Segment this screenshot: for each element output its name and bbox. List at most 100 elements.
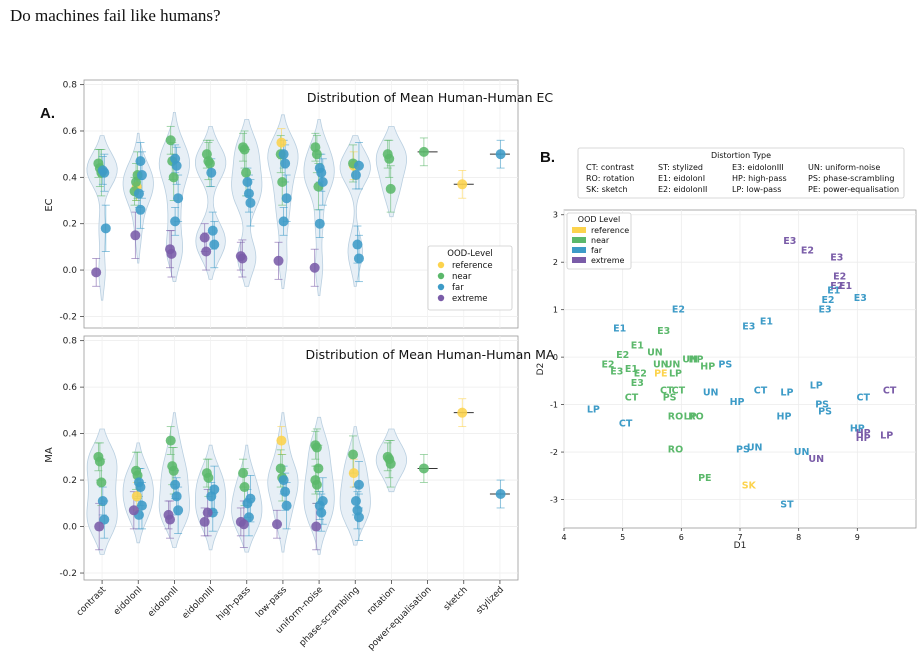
legend-a-label-reference: reference <box>452 261 493 271</box>
ec-point-extreme <box>199 232 210 243</box>
ec-point-near <box>277 176 288 187</box>
scatter-point-hp-extreme: HP <box>856 428 871 439</box>
scatter-point-e3-far: E3 <box>819 305 832 316</box>
ma-point-reference <box>348 468 359 479</box>
scatter-y-axis-label: D2 <box>536 363 546 376</box>
ma-point-extreme <box>272 519 283 530</box>
ec-point-far <box>245 197 256 208</box>
scatter-point-st-far: ST <box>780 499 794 510</box>
ec-point-far <box>281 193 292 204</box>
xtick-label-high-pass: high-pass <box>215 585 253 623</box>
scatter-point-hp-near: HP <box>689 355 704 366</box>
distortion-item: RO: rotation <box>586 174 634 183</box>
ec-point-near <box>239 144 250 155</box>
ma-point-near <box>238 468 249 479</box>
ec-point-far <box>209 239 220 250</box>
scatter-point-un-near: UN <box>682 355 698 366</box>
legend-a-marker-reference <box>437 261 445 269</box>
ec-point-far <box>350 170 361 181</box>
ma-point-far <box>171 491 182 502</box>
ma-violin-plot: -0.2 0.0 0.2 0.4 0.6 0.8 Distribution of Mean… <box>44 335 555 653</box>
ma-ytick-label: 0.8 <box>63 337 78 347</box>
ma-point-far <box>281 500 292 511</box>
scatter-point-un-far: UN <box>794 447 810 458</box>
ood-legend-title-a: OOD-Level <box>447 249 492 259</box>
scatter-ytick-label: -2 <box>550 448 558 457</box>
distortion-item: ST: stylized <box>658 163 703 172</box>
scatter-ytick-label: 0 <box>553 353 558 362</box>
distortion-item: PS: phase-scrambling <box>808 174 894 183</box>
scatter-point-e3-extreme: E3 <box>783 236 796 247</box>
ma-point-far <box>242 498 253 509</box>
scatter-point-e3-near: E3 <box>610 366 623 377</box>
scatter-xtick-label: 5 <box>620 533 625 542</box>
ec-point-far <box>170 216 181 227</box>
ec-point-near <box>168 172 179 183</box>
ec-point-far <box>352 239 363 250</box>
scatter-point-e3-far: E3 <box>854 293 867 304</box>
distortion-type-legend: Distortion Type CT: contrast ST: stylized… <box>577 147 905 199</box>
ma-ytick-label: 0.4 <box>63 430 78 440</box>
scatter-point-un-far: UN <box>703 388 719 399</box>
ec-point-far <box>171 160 182 171</box>
legend-a-marker-near <box>437 272 445 280</box>
ec-violin-low-pass <box>267 114 299 289</box>
scatter-point-e2-near: E2 <box>616 350 629 361</box>
scatter-point-pe-near: PE <box>698 473 711 484</box>
ec-point-far <box>278 149 289 160</box>
ma-point-extreme <box>311 521 322 532</box>
ma-point-extreme <box>202 507 213 518</box>
ec-violin-uniform-noise <box>303 119 335 296</box>
ec-point-far <box>317 176 328 187</box>
scatter-point-ps-far: PS <box>718 359 732 370</box>
scatter-point-e2-extreme: E2 <box>833 271 846 282</box>
scatter-point-lp-near: LP <box>684 411 697 422</box>
ec-point-far <box>133 188 144 199</box>
ma-ytick-label: 0.6 <box>63 383 78 393</box>
ma-point-near <box>96 477 107 488</box>
scatter-point-lp-near: LP <box>669 369 682 380</box>
scatter-point-ct-near: CT <box>625 392 639 403</box>
xtick-label-power-equalisation: power-equalisation <box>366 585 433 652</box>
legend-a-marker-extreme <box>437 294 445 302</box>
ec-point-near <box>311 149 322 160</box>
scatter-point-ps-far: PS <box>818 407 832 418</box>
ec-ytick-label: 0.4 <box>63 173 78 183</box>
scatter-point-e2-extreme: E2 <box>830 281 843 292</box>
scatter-point-hp-extreme: HP <box>856 433 871 444</box>
ma-point-near <box>239 482 250 493</box>
scatter-point-un-near: UN <box>647 347 663 358</box>
ma-point-extreme <box>199 516 210 527</box>
ma-violin-contrast <box>86 428 118 555</box>
scatter-ytick-label: -1 <box>550 401 558 410</box>
legend-a-marker-far <box>437 283 445 291</box>
ec-point-near <box>165 135 176 146</box>
ma-point-near <box>168 465 179 476</box>
ec-y-axis-label: EC <box>44 198 55 211</box>
ma-plot-title: Distribution of Mean Human-Human MA <box>306 347 555 362</box>
distortion-legend-title: Distortion Type <box>711 151 771 160</box>
scatter-ytick-label: 3 <box>553 211 558 220</box>
scatter-point-e2-far: E2 <box>672 305 685 316</box>
scatter-point-ps-far: PS <box>815 400 829 411</box>
ec-point-near <box>204 158 215 169</box>
ec-violin-contrast <box>86 135 118 301</box>
ec-point-extreme <box>166 248 177 259</box>
scatter-point-ct-near: CT <box>672 385 686 396</box>
ma-point-extreme <box>235 516 246 527</box>
scatter-x-axis-label: D1 <box>734 541 747 551</box>
ec-violin-rotation <box>375 126 407 218</box>
distortion-item: E3: eidolonIII <box>732 163 784 172</box>
ec-ytick-label: 0.6 <box>63 127 78 137</box>
ma-point-far <box>316 507 327 518</box>
xtick-label-sketch: sketch <box>442 585 470 613</box>
ma-point-near <box>275 463 286 474</box>
scatter-point-ro-near: RO <box>668 411 683 422</box>
distortion-item: UN: uniform-noise <box>808 163 880 172</box>
distortion-item: E1: eidolonI <box>658 174 705 183</box>
scatter-xtick-label: 6 <box>679 533 684 542</box>
ec-point-near <box>385 183 396 194</box>
scatter-point-e1-extreme: E1 <box>839 281 852 292</box>
ec-point-far <box>135 204 146 215</box>
